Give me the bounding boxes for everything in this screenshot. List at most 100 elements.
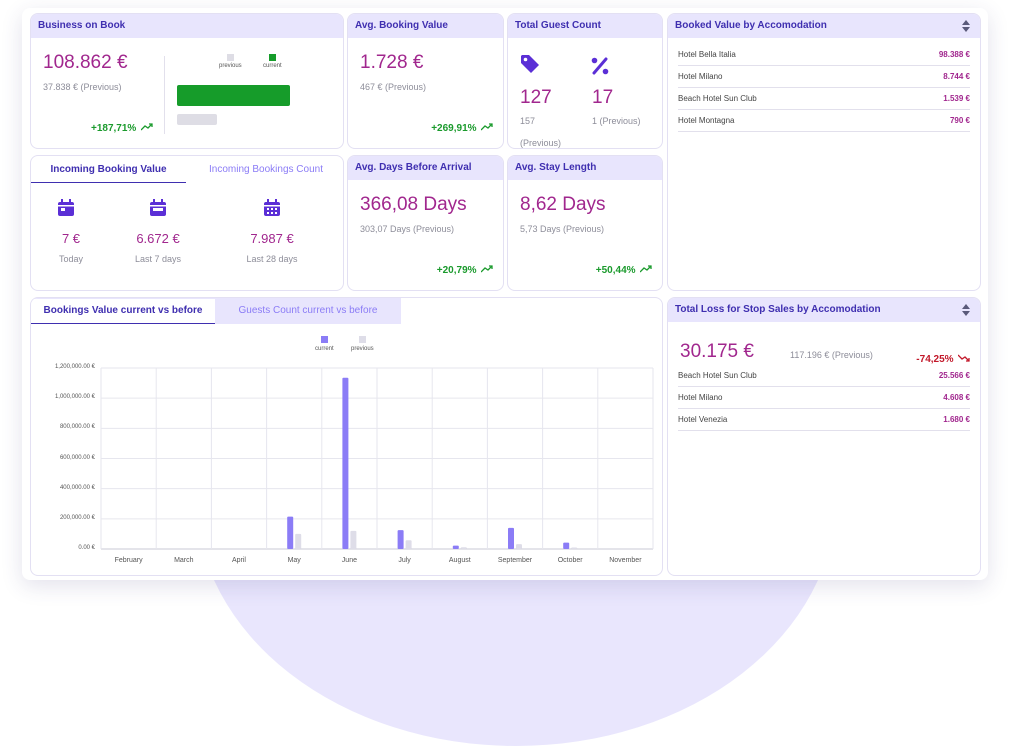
- accommodation-value: 8.744 €: [943, 72, 970, 81]
- list-item: Hotel Milano 4.608 €: [678, 390, 970, 409]
- bar-current[interactable]: [287, 516, 294, 549]
- list-item: Hotel Bella Italia 98.388 €: [678, 47, 970, 66]
- stay-length-card: Avg. Stay Length 8,62 Days 5,73 Days (Pr…: [507, 155, 663, 291]
- change-value: +50,44%: [595, 265, 636, 276]
- bar-previous[interactable]: [460, 547, 467, 549]
- bar-current[interactable]: [508, 527, 514, 549]
- calendar-month-icon: [264, 199, 280, 216]
- bar-current[interactable]: [397, 530, 404, 549]
- business-on-book-card: Business on Book 108.862 € 37.838 € (Pre…: [30, 13, 344, 149]
- change-value: +269,91%: [431, 123, 477, 134]
- list-item: Hotel Venezia 1.680 €: [678, 412, 970, 431]
- accommodation-name: Hotel Milano: [678, 72, 723, 81]
- list-item: Beach Hotel Sun Club 1.539 €: [678, 91, 970, 110]
- days-before-change: +20,79%: [437, 260, 493, 278]
- days-before-arrival-card: Avg. Days Before Arrival 366,08 Days 303…: [347, 155, 504, 291]
- legend-label: previous: [219, 63, 242, 69]
- x-tick-label: April: [231, 557, 246, 564]
- accommodation-value: 790 €: [949, 116, 970, 125]
- tab-incoming-bookings-count[interactable]: Incoming Bookings Count: [209, 164, 323, 175]
- x-tick-label: October: [557, 557, 583, 564]
- y-tick-label: 200,000.00 €: [59, 514, 95, 521]
- business-change: +187,71%: [91, 118, 153, 136]
- change-value: +20,79%: [436, 265, 477, 276]
- days-before-value: 366,08 Days: [360, 194, 467, 215]
- dashboard: Business on Book 108.862 € 37.838 € (Pre…: [22, 8, 988, 580]
- y-tick-label: 800,000.00 €: [59, 424, 95, 431]
- loss-value: 30.175 €: [680, 341, 754, 362]
- calendar-week-icon: [150, 199, 166, 216]
- accommodation-value: 1.680 €: [943, 415, 970, 424]
- legend-previous: previous: [351, 336, 374, 352]
- bar-current[interactable]: [563, 542, 570, 549]
- previous-bar: [177, 114, 217, 125]
- legend-current: current: [315, 336, 334, 352]
- bar-current[interactable]: [452, 545, 459, 549]
- y-tick-label: 1,000,000.00 €: [54, 394, 95, 401]
- x-tick-label: March: [174, 557, 194, 564]
- card-title: Avg. Days Before Arrival: [348, 156, 503, 180]
- sort-icon[interactable]: [962, 304, 970, 316]
- accommodation-name: Hotel Montagna: [678, 116, 735, 125]
- bar-previous[interactable]: [516, 544, 522, 549]
- days-before-previous: 303,07 Days (Previous): [360, 224, 455, 234]
- legend-swatch: [268, 54, 276, 61]
- legend-label: current: [315, 346, 334, 352]
- bar-previous[interactable]: [405, 540, 412, 549]
- y-tick-label: 1,200,000.00 €: [54, 364, 95, 370]
- accommodation-value: 25.566 €: [938, 371, 970, 380]
- tab-incoming-booking-value[interactable]: Incoming Booking Value: [31, 158, 186, 183]
- card-title: Total Loss for Stop Sales by Accomodatio…: [668, 298, 980, 322]
- incoming-7days-value: 6.672 €: [136, 231, 180, 246]
- guest-percent-previous: 1 (Previous): [592, 116, 641, 126]
- total-loss-card: Total Loss for Stop Sales by Accomodatio…: [667, 297, 981, 576]
- list-item: Hotel Montagna 790 €: [678, 113, 970, 132]
- trend-up-icon: [639, 265, 652, 273]
- x-tick-label: September: [497, 557, 533, 564]
- trend-down-icon: [957, 354, 970, 362]
- sort-icon[interactable]: [962, 20, 970, 32]
- incoming-today-value: 7 €: [61, 231, 81, 246]
- accommodation-name: Beach Hotel Sun Club: [678, 371, 757, 380]
- tab-guests-count[interactable]: Guests Count current vs before: [238, 305, 378, 316]
- legend-swatch: [358, 336, 366, 343]
- business-value: 108.862 €: [43, 52, 128, 73]
- accommodation-value: 98.388 €: [938, 50, 970, 59]
- x-tick-label: August: [448, 557, 471, 564]
- accommodation-name: Hotel Milano: [678, 393, 723, 402]
- incoming-28days-value: 7.987 €: [250, 231, 294, 246]
- card-title: Business on Book: [31, 14, 343, 38]
- card-title: Avg. Booking Value: [348, 14, 503, 38]
- card-title: Total Guest Count: [508, 14, 662, 38]
- incoming-card: Incoming Booking Value Incoming Bookings…: [30, 155, 344, 291]
- loss-previous: 117.196 € (Previous): [790, 350, 873, 360]
- accommodation-name: Beach Hotel Sun Club: [678, 94, 757, 103]
- x-tick-label: July: [398, 557, 411, 564]
- stay-length-value: 8,62 Days: [520, 194, 606, 215]
- change-value: +187,71%: [91, 123, 137, 134]
- card-title: Avg. Stay Length: [508, 156, 662, 180]
- incoming-7days-label: Last 7 days: [134, 254, 182, 264]
- legend-label: current: [263, 63, 282, 69]
- x-tick-label: May: [287, 557, 301, 564]
- bookings-chart-card: Bookings Value current vs before Guests …: [30, 297, 663, 576]
- legend-previous: previous: [219, 54, 242, 69]
- bar-previous[interactable]: [295, 533, 302, 549]
- bar-previous[interactable]: [350, 530, 357, 549]
- list-item: Hotel Milano 8.744 €: [678, 69, 970, 88]
- accommodation-name: Hotel Bella Italia: [678, 50, 736, 59]
- y-tick-label: 600,000.00 €: [59, 454, 95, 461]
- bar-current[interactable]: [342, 377, 349, 549]
- guest-count-previous: 157: [520, 116, 536, 126]
- tab-bookings-value[interactable]: Bookings Value current vs before: [31, 299, 215, 324]
- trend-up-icon: [480, 265, 493, 273]
- tag-icon: [521, 55, 539, 73]
- legend-swatch: [226, 54, 234, 61]
- guest-percent-current: 17: [592, 87, 614, 108]
- bar-previous[interactable]: [571, 547, 578, 549]
- change-value: -74,25%: [916, 354, 954, 365]
- current-bar: [177, 85, 290, 106]
- accommodation-value: 1.539 €: [943, 94, 970, 103]
- legend-label: previous: [351, 346, 374, 352]
- y-tick-label: 400,000.00 €: [59, 484, 95, 491]
